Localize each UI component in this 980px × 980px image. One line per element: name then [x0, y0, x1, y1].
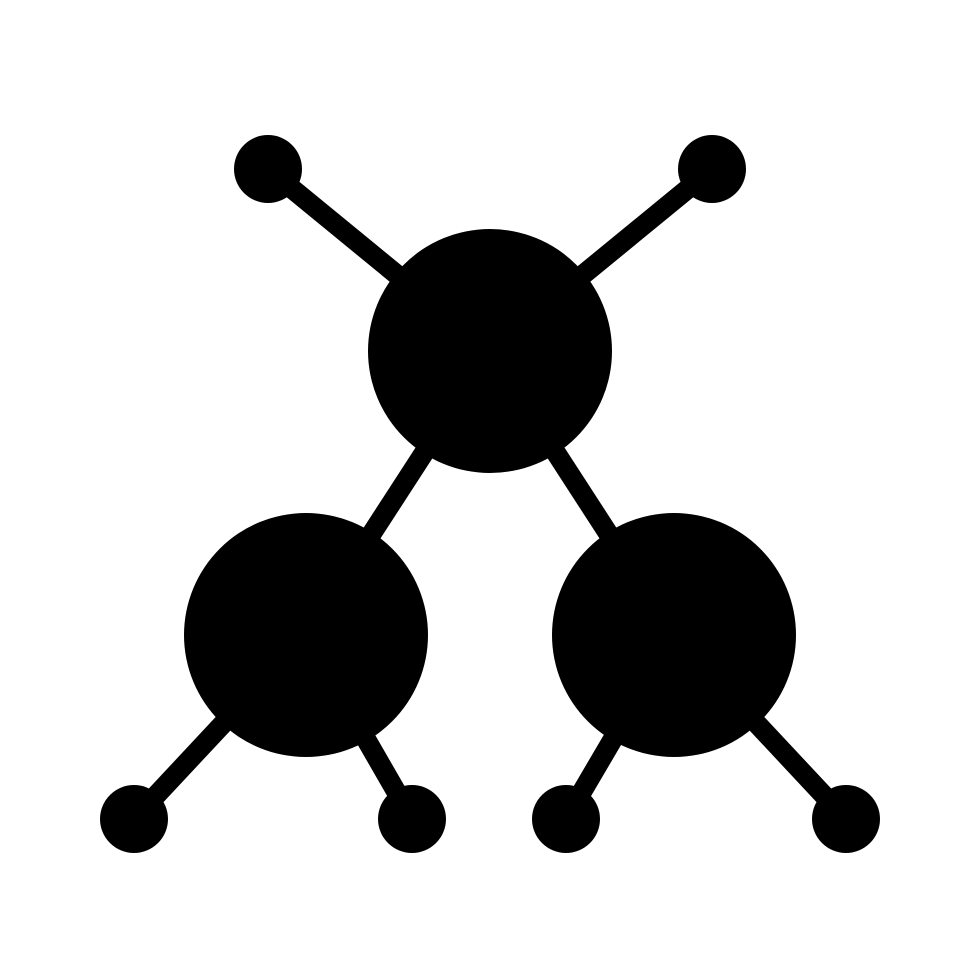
atom-br1_small	[532, 785, 600, 853]
atom-bl2_small	[378, 785, 446, 853]
atom-bl1_small	[100, 785, 168, 853]
atom-tr_small	[678, 135, 746, 203]
atom-bottom_left	[184, 513, 428, 757]
atom-tl_small	[234, 135, 302, 203]
atom-br2_small	[812, 785, 880, 853]
atom-bottom_right	[552, 513, 796, 757]
molecule-icon-container	[0, 0, 980, 980]
molecule-icon	[0, 0, 980, 980]
atom-top	[368, 229, 612, 473]
